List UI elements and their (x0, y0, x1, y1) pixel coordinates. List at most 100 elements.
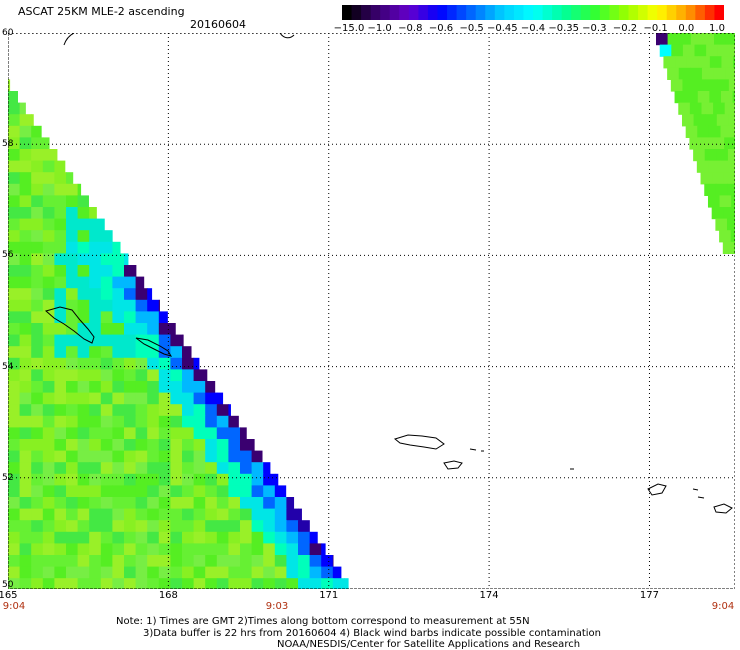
colorbar-label: −0.35 (548, 23, 579, 34)
swath-cell (678, 67, 691, 80)
swath-cell (124, 450, 137, 463)
swath-cell (263, 531, 276, 544)
swath-cell (216, 508, 229, 521)
swath-cell (77, 485, 90, 498)
swath-cell (147, 427, 160, 440)
swath-cell (77, 253, 90, 266)
time-label: 9:03 (265, 601, 289, 612)
swath-cell (263, 462, 271, 475)
swath-cell (274, 485, 287, 498)
coastline-island-1 (44, 306, 95, 344)
swath-cell (251, 555, 264, 568)
swath-cell (274, 566, 287, 579)
swath-cell (716, 114, 729, 127)
swath-cell (77, 555, 90, 568)
swath-cell (730, 230, 735, 243)
swath-cell (135, 473, 148, 486)
footer-note-line2: 3)Data buffer is 22 hrs from 20160604 4)… (143, 628, 601, 639)
swath-cell (19, 404, 32, 417)
swath-cell (147, 531, 160, 544)
swath-cell (158, 566, 171, 579)
swath-cell (720, 160, 733, 173)
swath-cell (135, 578, 148, 589)
swath-cell (147, 346, 160, 359)
swath-cell (124, 439, 137, 452)
swath-cell (228, 415, 239, 428)
swath-cell (66, 415, 79, 428)
swath-cell (228, 555, 241, 568)
swath-cell (286, 520, 299, 533)
swath-cell (19, 102, 26, 115)
swath-cell (89, 439, 102, 452)
swath-cell (19, 520, 32, 533)
swath-cell (77, 404, 90, 417)
swath-cell (54, 183, 67, 196)
swath-cell (193, 439, 206, 452)
colorbar-cell (485, 5, 496, 20)
colorbar-cell (466, 5, 477, 20)
swath-cell (8, 578, 21, 589)
swath-cell (31, 241, 44, 254)
swath-cell (89, 311, 102, 324)
swath-cell (42, 381, 55, 394)
swath-cell (66, 334, 79, 347)
swath-cell (193, 427, 206, 440)
swath-cell (216, 427, 229, 440)
swath-cell (321, 555, 334, 568)
swath-cell (66, 497, 79, 510)
swath-cell (100, 381, 113, 394)
swath-cell (54, 218, 67, 231)
swath-cell (66, 172, 74, 185)
swath-cell (112, 415, 125, 428)
swath-cell (42, 288, 55, 301)
swath-cell (656, 33, 669, 46)
swath-cell (158, 520, 171, 533)
swath-cell (8, 346, 21, 359)
swath-cell (54, 160, 66, 173)
swath-cell (251, 508, 264, 521)
swath-cell (8, 230, 21, 243)
swath-cell (170, 392, 183, 405)
swath-cell (679, 33, 692, 46)
swath-cell (66, 462, 79, 475)
swath-cell (147, 288, 153, 301)
swath-cell (216, 497, 229, 510)
swath-cell (54, 508, 67, 521)
colorbar-cell (580, 5, 591, 20)
swath-cell (77, 381, 90, 394)
swath-cell (147, 485, 160, 498)
swath-cell (89, 497, 102, 510)
swath-cell (205, 543, 218, 556)
swath-cell (54, 520, 67, 533)
swath-cell (170, 473, 183, 486)
swath-cell (42, 172, 55, 185)
swath-cell (720, 91, 734, 104)
swath-cell (66, 195, 79, 208)
swath-cell (66, 230, 79, 243)
swath-cell (124, 288, 137, 301)
swath-cell (321, 578, 334, 589)
swath-cell (216, 392, 224, 405)
swath-cell (274, 497, 287, 510)
swath-cell (147, 369, 160, 382)
swath-cell (124, 253, 129, 266)
swath-cell (112, 473, 125, 486)
swath-cell (31, 543, 44, 556)
swath-cell (54, 149, 58, 162)
swath-cell (100, 265, 113, 278)
swath-cell (42, 543, 55, 556)
swath-cell (31, 555, 44, 568)
swath-cell (216, 462, 229, 475)
swath-cell (100, 276, 113, 289)
swath-cell (89, 485, 102, 498)
swath-cell (89, 369, 102, 382)
map-date: 20160604 (190, 18, 246, 31)
swath-cell (135, 543, 148, 556)
swath-cell (42, 183, 55, 196)
swath-cell (19, 473, 32, 486)
swath-cell (19, 369, 32, 382)
swath-cell (112, 578, 125, 589)
swath-cell (694, 79, 707, 92)
swath-cell (725, 33, 735, 46)
swath-cell (8, 137, 21, 150)
